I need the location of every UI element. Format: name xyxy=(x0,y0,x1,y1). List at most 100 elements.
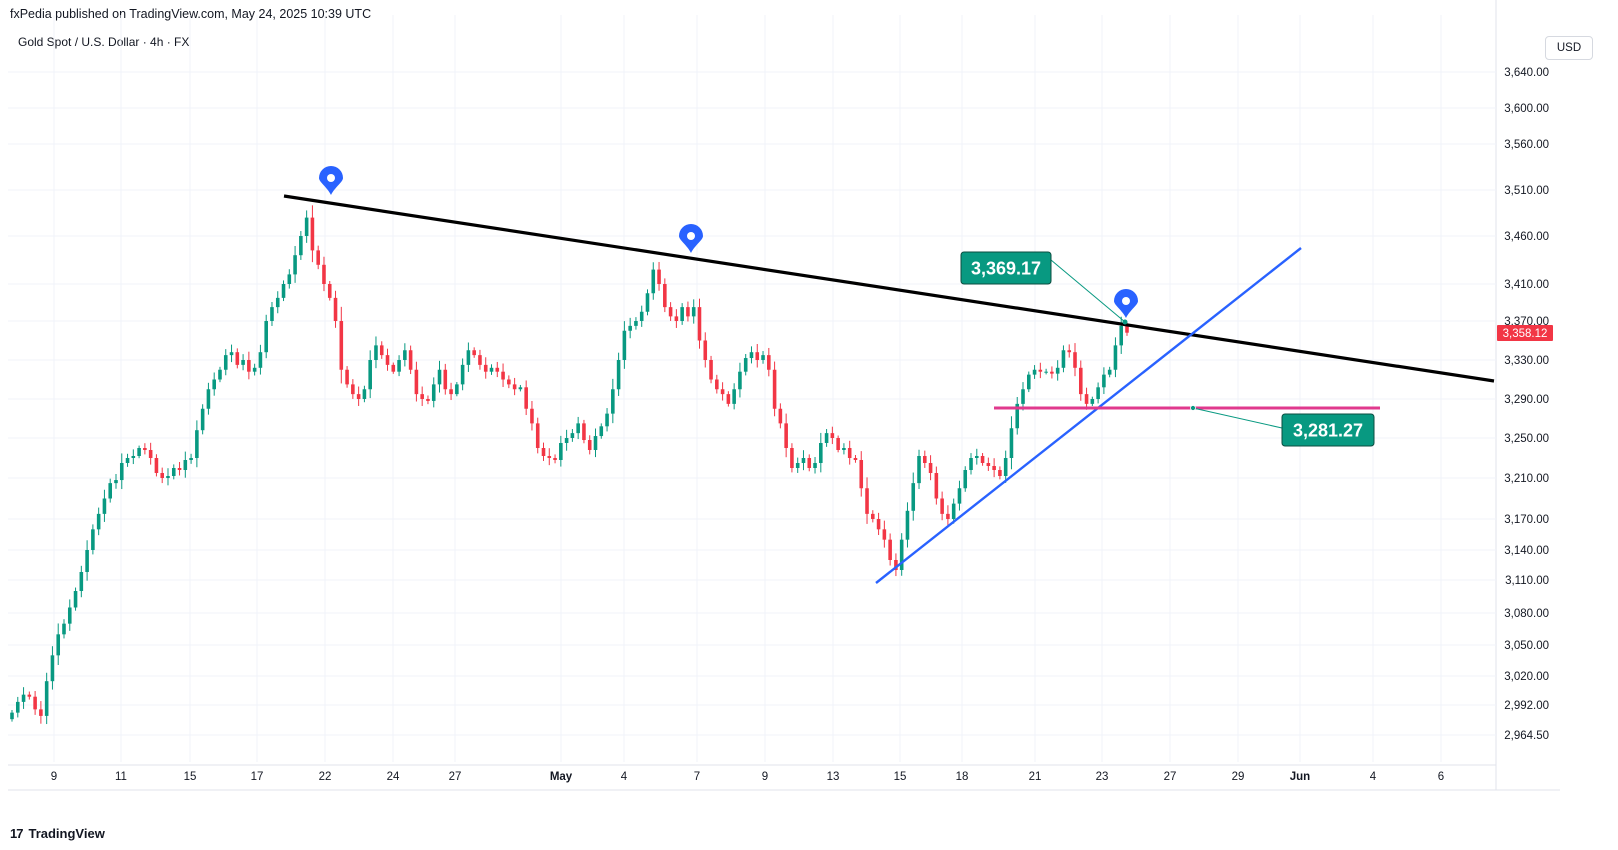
candle-body xyxy=(559,443,563,460)
candle-body xyxy=(1067,350,1072,353)
time-tick-label: 29 xyxy=(1232,771,1245,783)
candle-body xyxy=(975,456,979,458)
label-3369-bg xyxy=(960,251,1052,285)
candle-body xyxy=(524,387,528,409)
candle-body xyxy=(871,513,875,519)
time-tick-label: 18 xyxy=(956,771,969,783)
candle-body xyxy=(62,623,66,635)
price-tick-label: 3,410.00 xyxy=(1504,279,1549,291)
current-price-label: 3,358.12 xyxy=(1503,328,1548,340)
candle-body xyxy=(119,463,124,481)
candle-body xyxy=(67,607,72,624)
candle-body xyxy=(218,369,222,380)
price-tick-label: 3,170.00 xyxy=(1504,514,1549,526)
candle-body xyxy=(391,364,396,372)
candle-body xyxy=(778,408,783,424)
candle-body xyxy=(495,367,500,372)
candle-body xyxy=(663,284,667,308)
publisher-credit: fxPedia published on TradingView.com, Ma… xyxy=(10,7,372,21)
candle-body xyxy=(634,321,638,326)
price-tick-label: 3,600.00 xyxy=(1504,103,1549,115)
candle-body xyxy=(33,696,37,710)
candle-body xyxy=(1113,345,1118,370)
candle-body xyxy=(108,483,113,499)
candle-body xyxy=(339,321,344,370)
time-tick-label: 11 xyxy=(115,771,127,783)
candle-body xyxy=(651,269,656,294)
symbol-title[interactable]: Gold Spot / U.S. Dollar · 4h · FX xyxy=(18,35,190,49)
candle-body xyxy=(362,389,367,399)
current-price-tag-bg xyxy=(1497,325,1553,341)
candle-body xyxy=(460,364,465,385)
candle-body xyxy=(645,293,650,312)
candle-body xyxy=(189,458,193,460)
candle-body xyxy=(743,358,748,372)
candle-body xyxy=(1102,374,1106,388)
candle-body xyxy=(56,634,61,656)
candle-body xyxy=(946,513,950,519)
price-tick-label: 3,210.00 xyxy=(1504,473,1549,485)
time-tick-label: 17 xyxy=(251,771,264,783)
candle-body xyxy=(449,389,453,395)
candle-body xyxy=(807,458,812,468)
tradingview-footer[interactable]: 17 TradingView xyxy=(10,826,105,841)
candle-body xyxy=(351,384,355,395)
time-tick-label: 27 xyxy=(449,771,462,783)
candle-body xyxy=(980,456,985,463)
candle-body xyxy=(1055,367,1060,374)
candle-body xyxy=(940,498,944,514)
candle-body xyxy=(570,433,575,438)
candle-body xyxy=(530,408,534,424)
candle-body xyxy=(206,389,211,409)
candle-body xyxy=(512,384,517,390)
candle-body xyxy=(379,345,384,356)
candle-body xyxy=(229,352,234,356)
candle-body xyxy=(859,460,864,489)
candle-body xyxy=(293,255,297,275)
candle-body xyxy=(304,217,309,236)
candle-body xyxy=(148,450,153,458)
candle-body xyxy=(437,369,442,385)
candle-body xyxy=(576,423,580,434)
candle-body xyxy=(252,367,257,372)
currency-button[interactable]: USD xyxy=(1545,36,1593,60)
price-tick-label: 3,330.00 xyxy=(1504,355,1549,367)
label-3281: 3,281.27 xyxy=(1293,421,1363,441)
price-tick-label: 3,640.00 xyxy=(1504,67,1549,79)
pin-marker-icon xyxy=(1114,289,1138,318)
candle-body xyxy=(720,389,725,395)
candle-body xyxy=(264,321,268,353)
candle-body xyxy=(1125,325,1129,333)
candle-body xyxy=(507,379,511,385)
candle-body xyxy=(616,360,621,390)
candle-body xyxy=(15,701,20,713)
candle-body xyxy=(582,423,586,440)
candle-body xyxy=(345,369,349,385)
candle-body xyxy=(85,550,89,572)
candle-body xyxy=(483,364,488,372)
candle-body xyxy=(125,458,130,463)
candle-body xyxy=(235,352,240,365)
candle-body xyxy=(772,369,777,409)
time-tick-label: 22 xyxy=(319,771,332,783)
price-tick-label: 3,290.00 xyxy=(1504,394,1549,406)
time-tick-label: Jun xyxy=(1290,771,1310,783)
candle-body xyxy=(998,470,1002,476)
tradingview-logo-icon: 17 xyxy=(10,826,24,841)
candle-body xyxy=(171,468,176,476)
candle-body xyxy=(755,352,760,360)
candle-body xyxy=(790,448,794,468)
candle-body xyxy=(322,264,326,284)
candle-body xyxy=(1078,367,1083,395)
time-axis: 9 11 15 17 22 24 27 May 4 7 9 13 15 18 21 23 27 29 Jun 4 6 xyxy=(51,771,1444,783)
candle-body xyxy=(888,539,892,560)
candle-body xyxy=(611,389,615,414)
candle-body xyxy=(726,394,731,404)
candle-body xyxy=(356,394,361,399)
candle-body xyxy=(639,311,644,321)
candle-body xyxy=(195,430,199,458)
candle-body xyxy=(79,572,84,591)
candle-body xyxy=(986,463,991,466)
candle-body xyxy=(241,360,245,365)
